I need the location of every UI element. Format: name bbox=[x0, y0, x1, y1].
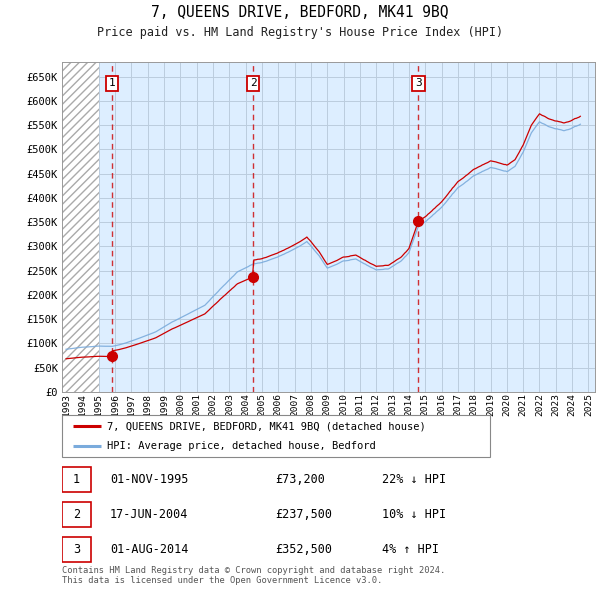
Text: 1: 1 bbox=[109, 78, 116, 88]
Text: £237,500: £237,500 bbox=[275, 508, 332, 521]
FancyBboxPatch shape bbox=[62, 537, 91, 562]
FancyBboxPatch shape bbox=[62, 467, 91, 492]
Text: 7, QUEENS DRIVE, BEDFORD, MK41 9BQ (detached house): 7, QUEENS DRIVE, BEDFORD, MK41 9BQ (deta… bbox=[107, 421, 425, 431]
Text: £73,200: £73,200 bbox=[275, 473, 325, 486]
FancyBboxPatch shape bbox=[62, 415, 490, 457]
Bar bbox=[62, 62, 99, 392]
Text: Price paid vs. HM Land Registry's House Price Index (HPI): Price paid vs. HM Land Registry's House … bbox=[97, 26, 503, 39]
Text: 01-AUG-2014: 01-AUG-2014 bbox=[110, 543, 188, 556]
Text: 2: 2 bbox=[250, 78, 257, 88]
Text: 7, QUEENS DRIVE, BEDFORD, MK41 9BQ: 7, QUEENS DRIVE, BEDFORD, MK41 9BQ bbox=[151, 5, 449, 20]
Text: Contains HM Land Registry data © Crown copyright and database right 2024.
This d: Contains HM Land Registry data © Crown c… bbox=[62, 566, 445, 585]
Text: 1: 1 bbox=[73, 473, 80, 486]
Text: 10% ↓ HPI: 10% ↓ HPI bbox=[382, 508, 446, 521]
FancyBboxPatch shape bbox=[62, 502, 91, 527]
Text: HPI: Average price, detached house, Bedford: HPI: Average price, detached house, Bedf… bbox=[107, 441, 376, 451]
Text: 3: 3 bbox=[73, 543, 80, 556]
Text: 3: 3 bbox=[415, 78, 422, 88]
Text: 22% ↓ HPI: 22% ↓ HPI bbox=[382, 473, 446, 486]
Text: £352,500: £352,500 bbox=[275, 543, 332, 556]
Text: 01-NOV-1995: 01-NOV-1995 bbox=[110, 473, 188, 486]
Bar bbox=[62, 62, 99, 392]
Text: 4% ↑ HPI: 4% ↑ HPI bbox=[382, 543, 439, 556]
Text: 17-JUN-2004: 17-JUN-2004 bbox=[110, 508, 188, 521]
Text: 2: 2 bbox=[73, 508, 80, 521]
